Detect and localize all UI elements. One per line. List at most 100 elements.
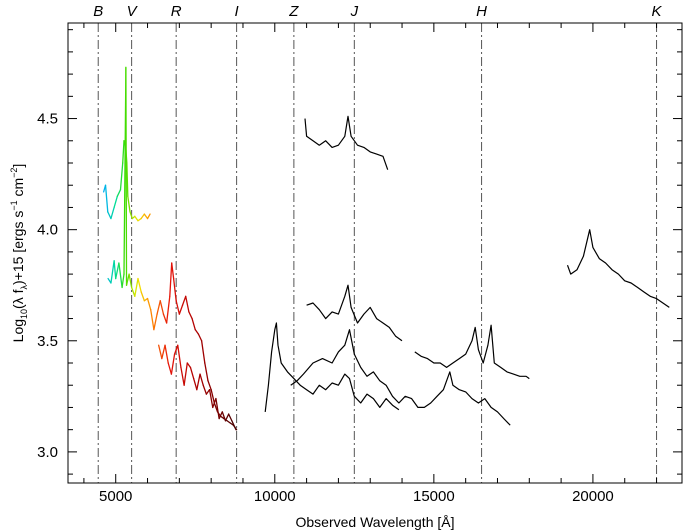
spectrum-segment bbox=[172, 277, 177, 302]
spectrum-segment bbox=[224, 413, 230, 422]
spectrum-segment bbox=[158, 344, 163, 360]
spectrum-segment bbox=[128, 273, 133, 289]
spectrum-segment bbox=[165, 295, 171, 324]
spectrum-segment bbox=[164, 344, 169, 364]
spectrum-line bbox=[264, 322, 400, 412]
spectrum-segment bbox=[213, 402, 219, 413]
band-label-j: J bbox=[350, 3, 359, 20]
spectrum-segment bbox=[118, 262, 123, 289]
spectrum-segment bbox=[207, 380, 212, 391]
spectrum-segment bbox=[113, 195, 118, 209]
spectrum-segment bbox=[137, 277, 142, 293]
y-tick-label: 4.0 bbox=[37, 222, 58, 239]
spectrum-segment bbox=[125, 66, 128, 286]
band-label-r: R bbox=[171, 3, 182, 20]
spectrum-segment bbox=[180, 366, 185, 386]
spectrum-segment bbox=[212, 397, 217, 409]
spectrum-segment bbox=[189, 366, 195, 380]
spectrum-segment bbox=[122, 140, 125, 164]
spectrum-segment bbox=[218, 411, 223, 420]
spectrum-segment bbox=[197, 333, 203, 342]
spectrum-segment bbox=[115, 262, 120, 280]
spectrum-segment bbox=[125, 273, 130, 286]
spectrum-segment bbox=[126, 162, 129, 197]
spectrum-segment bbox=[129, 211, 133, 220]
spectrum-segment bbox=[143, 213, 149, 220]
spectrum-segment bbox=[110, 260, 115, 284]
spectrum-series-9 bbox=[566, 229, 670, 308]
spectrum-segment bbox=[170, 353, 176, 375]
spectrum-segment bbox=[169, 262, 173, 297]
spectrum-segment bbox=[199, 373, 204, 386]
spectrum-series-8 bbox=[414, 324, 530, 380]
spectrum-segment bbox=[200, 340, 206, 364]
y-tick-label: 4.5 bbox=[37, 111, 58, 128]
spectrum-segment bbox=[231, 420, 237, 431]
spectrum-segment bbox=[193, 377, 198, 391]
spectrum-segment bbox=[221, 411, 227, 422]
spectrum-segment bbox=[191, 317, 196, 331]
spectrum-segment bbox=[156, 300, 161, 315]
spectrum-segment bbox=[202, 384, 208, 395]
spectrum-line bbox=[304, 115, 389, 170]
spectrum-segment bbox=[175, 300, 180, 315]
spectrum-segment bbox=[183, 362, 188, 386]
y-axis-ticks: 3.0 3.5 4.0 4.5 bbox=[37, 29, 682, 475]
band-label-i: I bbox=[235, 3, 239, 20]
plot-frame bbox=[67, 22, 683, 484]
spectrum-segment bbox=[194, 329, 200, 335]
spectrum-segment bbox=[107, 211, 112, 220]
spectrum-segment bbox=[205, 389, 211, 395]
spectrum-segment bbox=[140, 291, 146, 302]
spectrum-series-6 bbox=[306, 284, 403, 342]
spectrum-segment bbox=[186, 362, 192, 369]
spectrum-segment bbox=[127, 195, 131, 213]
spectrum-segment bbox=[153, 313, 158, 331]
spectrum-segment bbox=[134, 215, 139, 222]
x-axis-ticks: 5000 10000 15000 20000 bbox=[83, 23, 658, 505]
spectrum-segment bbox=[134, 277, 139, 297]
band-markers bbox=[97, 23, 658, 483]
spectrum-segment bbox=[146, 213, 151, 220]
spectra-series bbox=[102, 66, 670, 431]
spectrum-series-5 bbox=[264, 322, 400, 412]
spectrum-segment bbox=[210, 389, 215, 404]
y-tick-label: 3.0 bbox=[37, 444, 58, 461]
spectrum-segment bbox=[185, 295, 190, 313]
spectrum-segment bbox=[208, 389, 214, 409]
spectrum-segment bbox=[130, 286, 136, 297]
spectrum-segment bbox=[110, 206, 115, 220]
spectrum-segment bbox=[171, 262, 175, 280]
band-label-h: H bbox=[476, 3, 487, 20]
spectrum-segment bbox=[150, 309, 155, 331]
spectrum-segment bbox=[140, 213, 146, 220]
spectrum-segment bbox=[173, 344, 179, 355]
x-tick-label: 20000 bbox=[572, 488, 614, 505]
spectrum-segment bbox=[177, 344, 182, 369]
spectrum-segment bbox=[188, 311, 193, 320]
spectrum-segment bbox=[159, 300, 165, 315]
x-tick-label: 15000 bbox=[413, 488, 455, 505]
y-tick-label: 3.5 bbox=[37, 333, 58, 350]
spectrum-line bbox=[290, 329, 511, 426]
spectrum-series-7 bbox=[290, 329, 511, 426]
spectrum-segment bbox=[146, 297, 152, 311]
spectrum-segment bbox=[167, 362, 173, 375]
spectrum-line bbox=[414, 324, 530, 380]
y-axis-title: Log10(λ fλ)+15 [ergs s−1 cm−2] bbox=[9, 164, 29, 343]
band-label-b: B bbox=[93, 3, 103, 20]
x-tick-label: 10000 bbox=[254, 488, 296, 505]
spectrum-line bbox=[306, 284, 403, 342]
spectrum-segment bbox=[121, 273, 125, 289]
x-tick-label: 5000 bbox=[99, 488, 132, 505]
spectrum-segment bbox=[181, 295, 187, 306]
spectrum-segment bbox=[204, 362, 209, 382]
spectrum-series-4 bbox=[304, 115, 389, 170]
band-label-v: V bbox=[127, 3, 139, 20]
spectrum-segment bbox=[162, 313, 168, 324]
spectrum-series-3 bbox=[158, 344, 237, 431]
spectrum-segment bbox=[178, 304, 184, 315]
band-label-k: K bbox=[652, 3, 663, 20]
